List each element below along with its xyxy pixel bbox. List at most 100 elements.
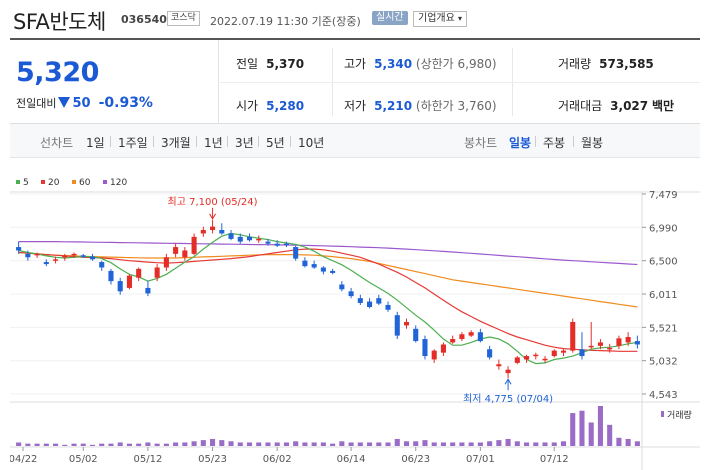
candle-body [560,350,567,353]
stat-high: 고가 5,340 (상한가 6,980) [344,55,497,72]
tab-3y[interactable]: 3년 [235,136,254,150]
candle [71,252,77,258]
stat-sub: (하한가 3,760) [415,99,497,113]
candle-body [330,270,336,273]
candle-body [43,262,49,265]
candle-body [422,339,428,357]
candle-body [542,358,548,361]
stat-sub: (상한가 6,980) [415,57,497,71]
volume-bar [376,442,382,446]
volume-bar [265,442,271,446]
company-overview-dropdown[interactable]: 기업개요 ▾ [413,11,468,27]
stat-label: 시가 [236,99,259,113]
x-tick-label: 06/14 [337,454,366,465]
realtime-button[interactable]: 실시간 [372,11,408,25]
tab-1w[interactable]: 1주일 [118,136,148,150]
candle [634,335,640,349]
candle-chart-label: 봉차트 [464,136,498,150]
volume-bar [422,440,428,446]
volume-bar [145,442,151,446]
volume-bar [514,441,520,446]
candle [283,241,289,248]
tab-3m[interactable]: 3개월 [161,136,191,150]
candle-body [533,354,539,357]
candle [357,294,363,305]
tab-weekly[interactable]: 주봉 [543,136,566,150]
candle [173,243,179,258]
candle-body [228,233,234,239]
high-arrow-head [209,213,216,220]
candle-body [320,267,326,272]
candle [210,219,216,234]
candle [293,245,299,261]
volume-bar [293,441,299,446]
volume-bar [588,422,594,446]
candle [43,259,49,267]
tab-1y[interactable]: 1년 [204,136,223,150]
volume-bar [182,442,188,446]
tab-daily[interactable]: 일봉 [509,136,532,150]
candle [440,342,446,357]
ma-120-line [18,240,638,266]
candle [431,349,437,363]
tab-monthly[interactable]: 월봉 [581,136,604,150]
volume-bar [154,443,160,446]
candle-body [145,287,151,294]
chart-annotations: 최고 7,100 (05/24) 최저 4,775 (07/04) [168,196,554,405]
candle-body [459,334,465,340]
stat-open: 시가 5,280 [236,97,304,114]
candle-body [154,267,160,278]
candle-body [256,238,262,241]
stat-label: 전일 [236,57,259,71]
candle [505,366,511,379]
candle-body [302,260,308,267]
candle [524,354,530,363]
candle-body [274,243,280,246]
volume-label: 거래량 [667,409,692,421]
stock-chart[interactable]: 5 20 60 120 최고 7,100 (05/24) 최저 4,775 (07/04… [9,170,700,470]
price-summary: 5,320 전일대비 50 -0.93% 전일 5,370 고가 5,340 (상한가 … [10,38,700,124]
candle [514,356,520,365]
candle [330,268,336,275]
change-row: 전일대비 50 -0.93% [16,95,153,111]
volume-bar [468,442,474,446]
volume-bar [99,443,105,446]
candle [459,332,465,342]
volume-bar [330,443,336,446]
ma-5-line [18,232,638,365]
change-percent: -0.93% [98,95,153,111]
candle [560,349,567,357]
candle [53,256,59,264]
candle [450,335,456,344]
tab-1d[interactable]: 1일 [86,136,105,150]
tab-10y[interactable]: 10년 [298,136,325,150]
stock-name: SFA반도체 [13,10,106,34]
quote-datetime: 2022.07.19 11:30 기준(장중) [210,15,361,28]
volume-bar [16,442,22,446]
candle-body [570,321,576,351]
candle [219,223,225,235]
y-tick-label: 6,500 [649,257,678,268]
candle-body [477,332,483,342]
candle-body [514,357,520,363]
candle-body [367,301,373,308]
candle [136,267,142,282]
candle [154,264,160,282]
change-label: 전일대비 [16,97,57,110]
x-tick-label: 05/02 [69,454,98,465]
volume-bar [89,444,96,446]
tab-separator [573,136,574,147]
candle-body [34,253,40,256]
tab-separator [110,136,111,147]
candle [394,311,400,340]
candle [422,335,428,360]
tab-5y[interactable]: 5년 [266,136,285,150]
stat-value: 573,585 [599,57,654,71]
candle [588,321,594,350]
volume-bar [219,440,225,446]
x-axis: 04/22 05/02 05/12 05/23 06/02 06/14 06/23 07/01… [9,447,569,465]
candle-body [348,291,354,297]
candle-body [496,364,502,367]
volume-bar [62,444,68,446]
volume-bar [524,442,530,446]
